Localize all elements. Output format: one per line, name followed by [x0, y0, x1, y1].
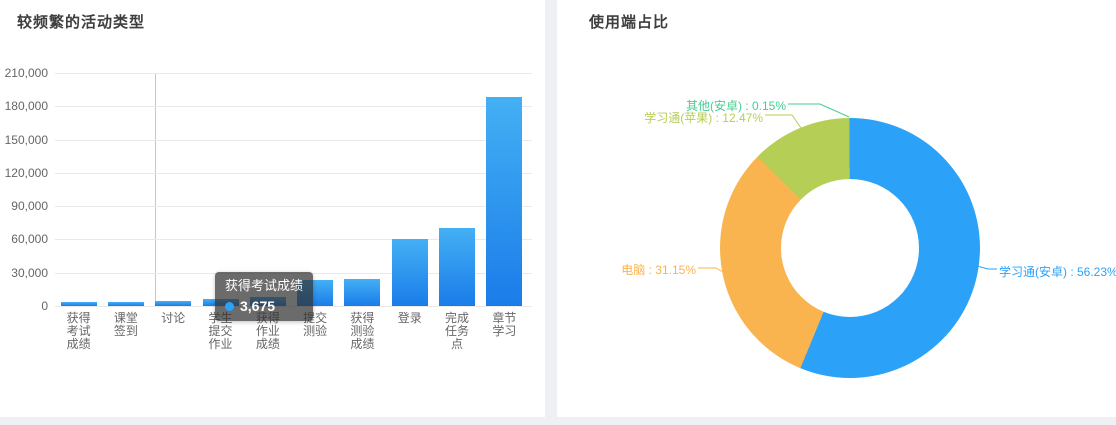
- x-axis-category-label: 获得 测验 成绩: [350, 311, 375, 351]
- bar-7[interactable]: [391, 238, 428, 306]
- pie-label-3: 其他(安卓) : 0.15%: [685, 99, 786, 113]
- gridline: [55, 206, 532, 208]
- x-axis-category-label: 讨论: [161, 311, 186, 325]
- gridline: [55, 139, 532, 141]
- panel-title-client-share: 使用端占比: [589, 14, 670, 31]
- activity-types-panel: 较频繁的活动类型 获得考试成绩 3,675 210,000 180,000 150,…: [0, 0, 545, 417]
- x-axis-category-label: 课堂 签到: [113, 311, 138, 338]
- gridline: [55, 239, 532, 241]
- y-axis-tick-label: 210,000: [4, 66, 48, 80]
- bar-9[interactable]: [486, 97, 523, 306]
- client-share-donut-chart: 学习通(安卓) : 56.23% 电脑 : 31.15% 学习通(苹果) : 12.…: [557, 0, 1116, 417]
- donut-center-hole: [781, 179, 919, 317]
- gridline: [55, 106, 532, 108]
- bar-2[interactable]: [155, 301, 192, 306]
- pie-label-1: 电脑 : 31.15%: [621, 263, 696, 277]
- bar-1[interactable]: [107, 302, 144, 306]
- bar-8[interactable]: [439, 228, 476, 306]
- tooltip-value-row: 3,675: [225, 298, 303, 314]
- bar-6[interactable]: [344, 279, 381, 306]
- y-axis-tick-label: 120,000: [4, 165, 48, 180]
- gridline: [55, 172, 532, 174]
- pie-label-0: 学习通(安卓) : 56.23%: [999, 265, 1116, 279]
- activity-bar-chart: 获得考试成绩 3,675 210,000 180,000 150,000 120,00…: [0, 0, 545, 417]
- tooltip-value: 3,675: [240, 298, 276, 314]
- hover-axis-pointer-line: [155, 73, 156, 307]
- panel-title-activity-types: 较频繁的活动类型: [17, 14, 146, 31]
- y-axis-tick-label: 180,000: [4, 99, 48, 114]
- x-axis-category-label: 登录: [397, 311, 422, 325]
- y-axis-tick-label: 90,000: [11, 199, 48, 214]
- x-axis-category-label: 章节 学习: [492, 311, 517, 338]
- x-axis-category-label: 获得 考试 成绩: [66, 311, 91, 351]
- chart-tooltip: 获得考试成绩 3,675: [215, 272, 314, 321]
- x-axis-category-label: 提交 测验: [303, 311, 328, 338]
- x-axis-category-label: 完成 任务 点: [445, 311, 470, 351]
- client-share-panel: 使用端占比 学习通(安卓) : 56.23% 电脑 : 31.15% 学习通(苹果)…: [557, 0, 1116, 417]
- y-axis-tick-label: 30,000: [11, 265, 48, 280]
- tooltip-marker-dot: [225, 301, 234, 311]
- y-axis-tick-label: 60,000: [11, 232, 48, 247]
- y-axis-tick-label: 150,000: [4, 132, 48, 147]
- gridline: [55, 73, 532, 74]
- bar-0[interactable]: [60, 301, 97, 306]
- tooltip-series-name: 获得考试成绩: [225, 278, 304, 293]
- pie-label-leader-lines: [698, 103, 997, 273]
- pie-label-2: 学习通(苹果) : 12.47%: [644, 111, 763, 125]
- y-axis-tick-label: 0: [41, 299, 48, 313]
